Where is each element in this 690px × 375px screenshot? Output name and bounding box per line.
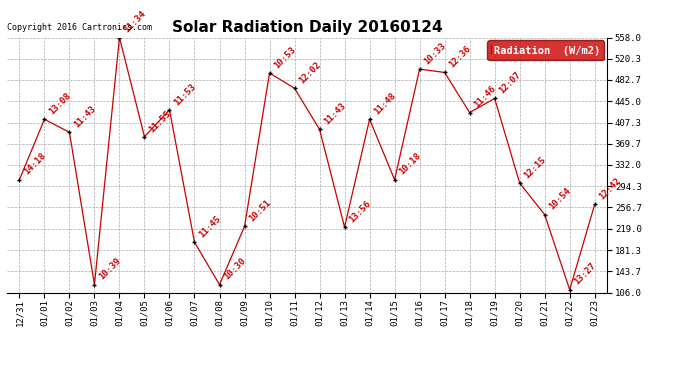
Point xyxy=(289,85,300,91)
Text: 10:39: 10:39 xyxy=(97,256,123,282)
Point xyxy=(439,69,450,75)
Text: 10:33: 10:33 xyxy=(422,41,448,66)
Text: 10:51: 10:51 xyxy=(247,198,273,224)
Text: 12:36: 12:36 xyxy=(447,44,473,70)
Text: 11:53: 11:53 xyxy=(172,82,197,107)
Text: 10:53: 10:53 xyxy=(273,45,297,70)
Text: 10:54: 10:54 xyxy=(547,186,573,212)
Point xyxy=(539,211,550,217)
Text: 13:08: 13:08 xyxy=(47,91,72,117)
Text: 11:43: 11:43 xyxy=(322,101,348,127)
Point xyxy=(489,95,500,101)
Point xyxy=(164,107,175,113)
Point xyxy=(39,116,50,122)
Point xyxy=(264,70,275,76)
Point xyxy=(239,224,250,230)
Text: 14:18: 14:18 xyxy=(22,152,48,177)
Text: 10:18: 10:18 xyxy=(397,152,423,177)
Point xyxy=(314,126,325,132)
Point xyxy=(564,286,575,292)
Point xyxy=(139,134,150,140)
Point xyxy=(339,224,350,230)
Point xyxy=(464,110,475,116)
Point xyxy=(114,34,125,40)
Text: 12:42: 12:42 xyxy=(598,176,623,202)
Legend: Radiation  (W/m2): Radiation (W/m2) xyxy=(487,40,604,60)
Text: 12:07: 12:07 xyxy=(497,70,523,96)
Point xyxy=(514,180,525,186)
Text: 10:30: 10:30 xyxy=(222,256,248,282)
Title: Solar Radiation Daily 20160124: Solar Radiation Daily 20160124 xyxy=(172,20,442,35)
Text: 12:02: 12:02 xyxy=(297,60,323,86)
Point xyxy=(214,282,225,288)
Point xyxy=(389,177,400,183)
Point xyxy=(589,201,600,207)
Point xyxy=(14,177,25,183)
Text: 11:45: 11:45 xyxy=(197,214,223,240)
Point xyxy=(64,129,75,135)
Text: 11:55: 11:55 xyxy=(147,109,172,134)
Text: 11:46: 11:46 xyxy=(473,84,497,110)
Point xyxy=(414,66,425,72)
Text: Copyright 2016 Cartronics.com: Copyright 2016 Cartronics.com xyxy=(7,23,152,32)
Point xyxy=(189,239,200,245)
Text: 11:43: 11:43 xyxy=(72,104,97,129)
Text: 12:15: 12:15 xyxy=(522,155,548,180)
Point xyxy=(89,282,100,288)
Text: 11:48: 11:48 xyxy=(373,91,397,117)
Text: 13:27: 13:27 xyxy=(573,261,598,287)
Text: 13:56: 13:56 xyxy=(347,199,373,224)
Text: 11:34: 11:34 xyxy=(122,9,148,35)
Point xyxy=(364,116,375,122)
